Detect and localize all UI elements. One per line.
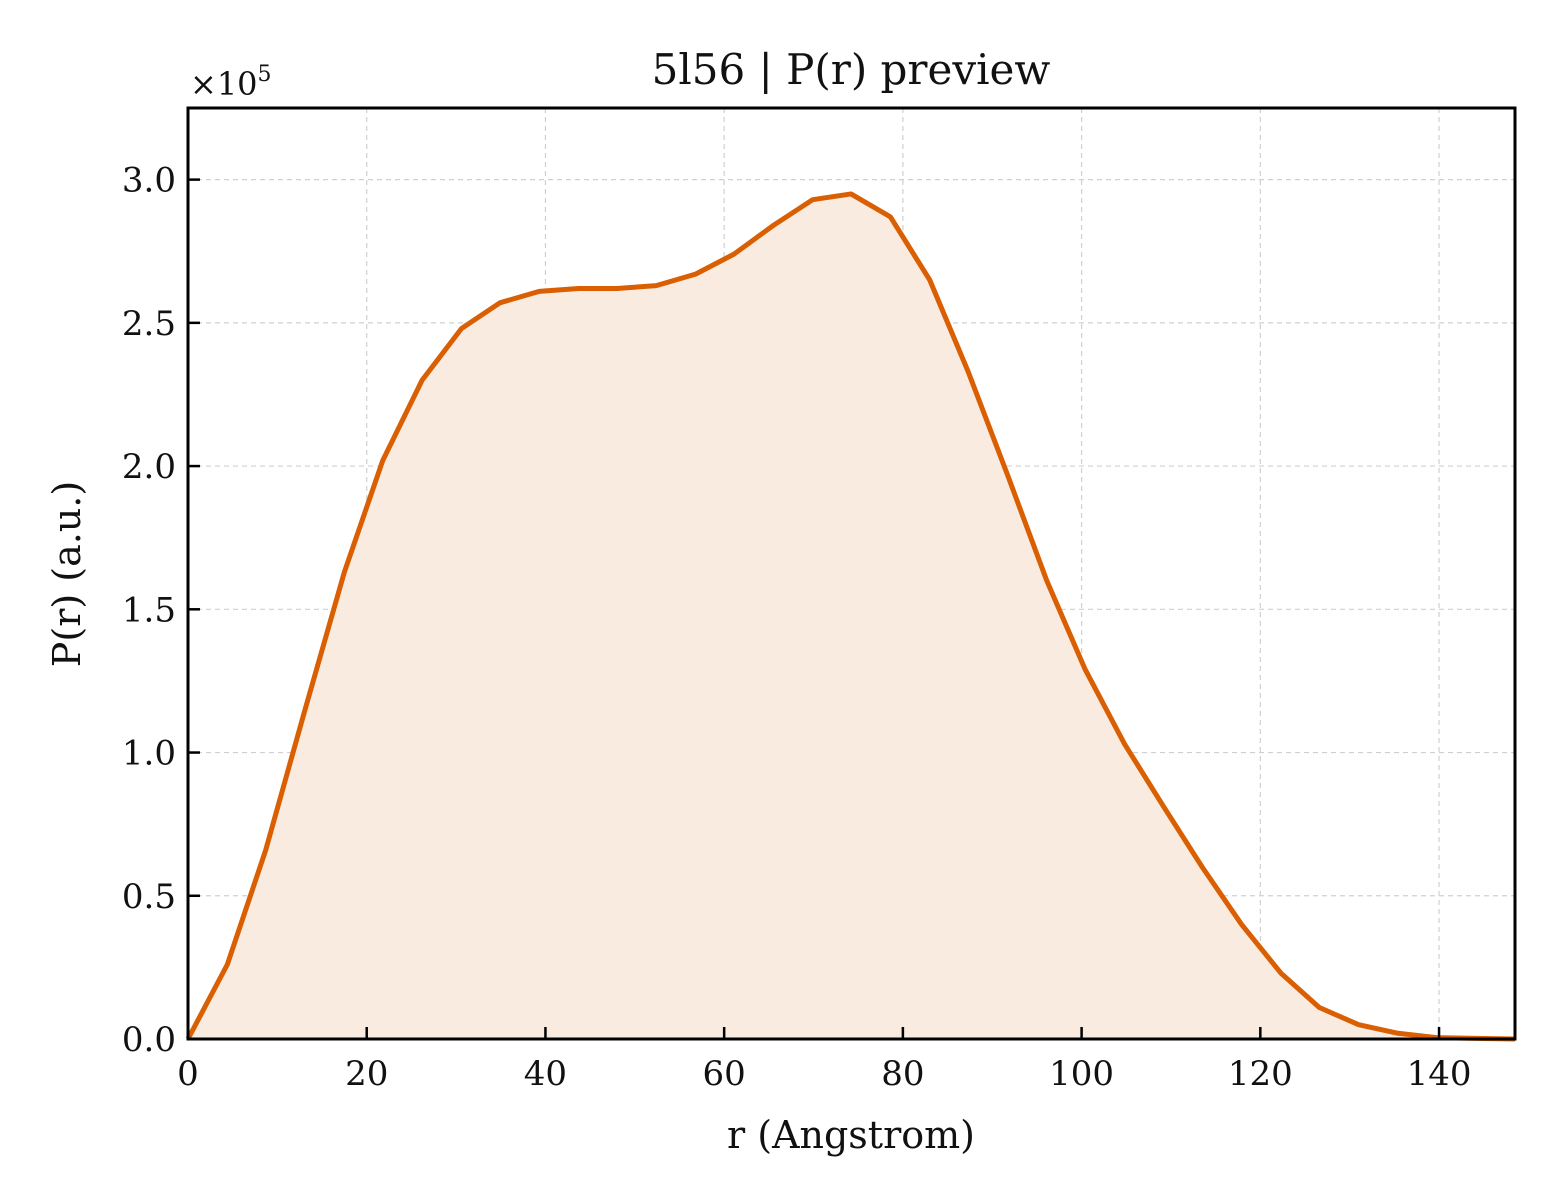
y-tick-label: 2.0 xyxy=(122,447,176,487)
y-tick-label: 1.0 xyxy=(122,734,176,774)
x-tick-label: 60 xyxy=(703,1054,746,1094)
y-axis-multiplier-exponent: 5 xyxy=(258,62,272,87)
x-axis: 0 20 40 60 80 100 120 140 xyxy=(177,1027,1471,1094)
x-axis-title: r (Angstrom) xyxy=(727,1113,975,1157)
x-tick-label: 120 xyxy=(1228,1054,1293,1094)
y-tick-label: 2.5 xyxy=(122,304,176,344)
x-tick-label: 140 xyxy=(1407,1054,1472,1094)
x-tick-label: 100 xyxy=(1049,1054,1114,1094)
x-tick-label: 40 xyxy=(524,1054,567,1094)
y-tick-label: 3.0 xyxy=(122,161,176,201)
plot-frame xyxy=(186,106,1517,1041)
y-axis-multiplier-base: ×10 xyxy=(190,65,258,103)
chart-title: 5l56 | P(r) preview xyxy=(652,45,1051,94)
y-tick-label: 0.5 xyxy=(122,877,176,917)
x-tick-label: 80 xyxy=(881,1054,924,1094)
y-tick-label: 0.0 xyxy=(122,1020,176,1060)
y-axis-title: P(r) (a.u.) xyxy=(45,481,89,667)
x-tick-label: 0 xyxy=(177,1054,199,1094)
y-axis: 0.0 0.5 1.0 1.5 2.0 2.5 3.0 xyxy=(122,161,200,1060)
series-area-fill xyxy=(188,193,1515,1039)
series-line xyxy=(185,191,1516,1042)
y-tick-label: 1.5 xyxy=(122,590,176,630)
x-tick-label: 20 xyxy=(345,1054,388,1094)
y-axis-multiplier: ×105 xyxy=(190,62,272,103)
